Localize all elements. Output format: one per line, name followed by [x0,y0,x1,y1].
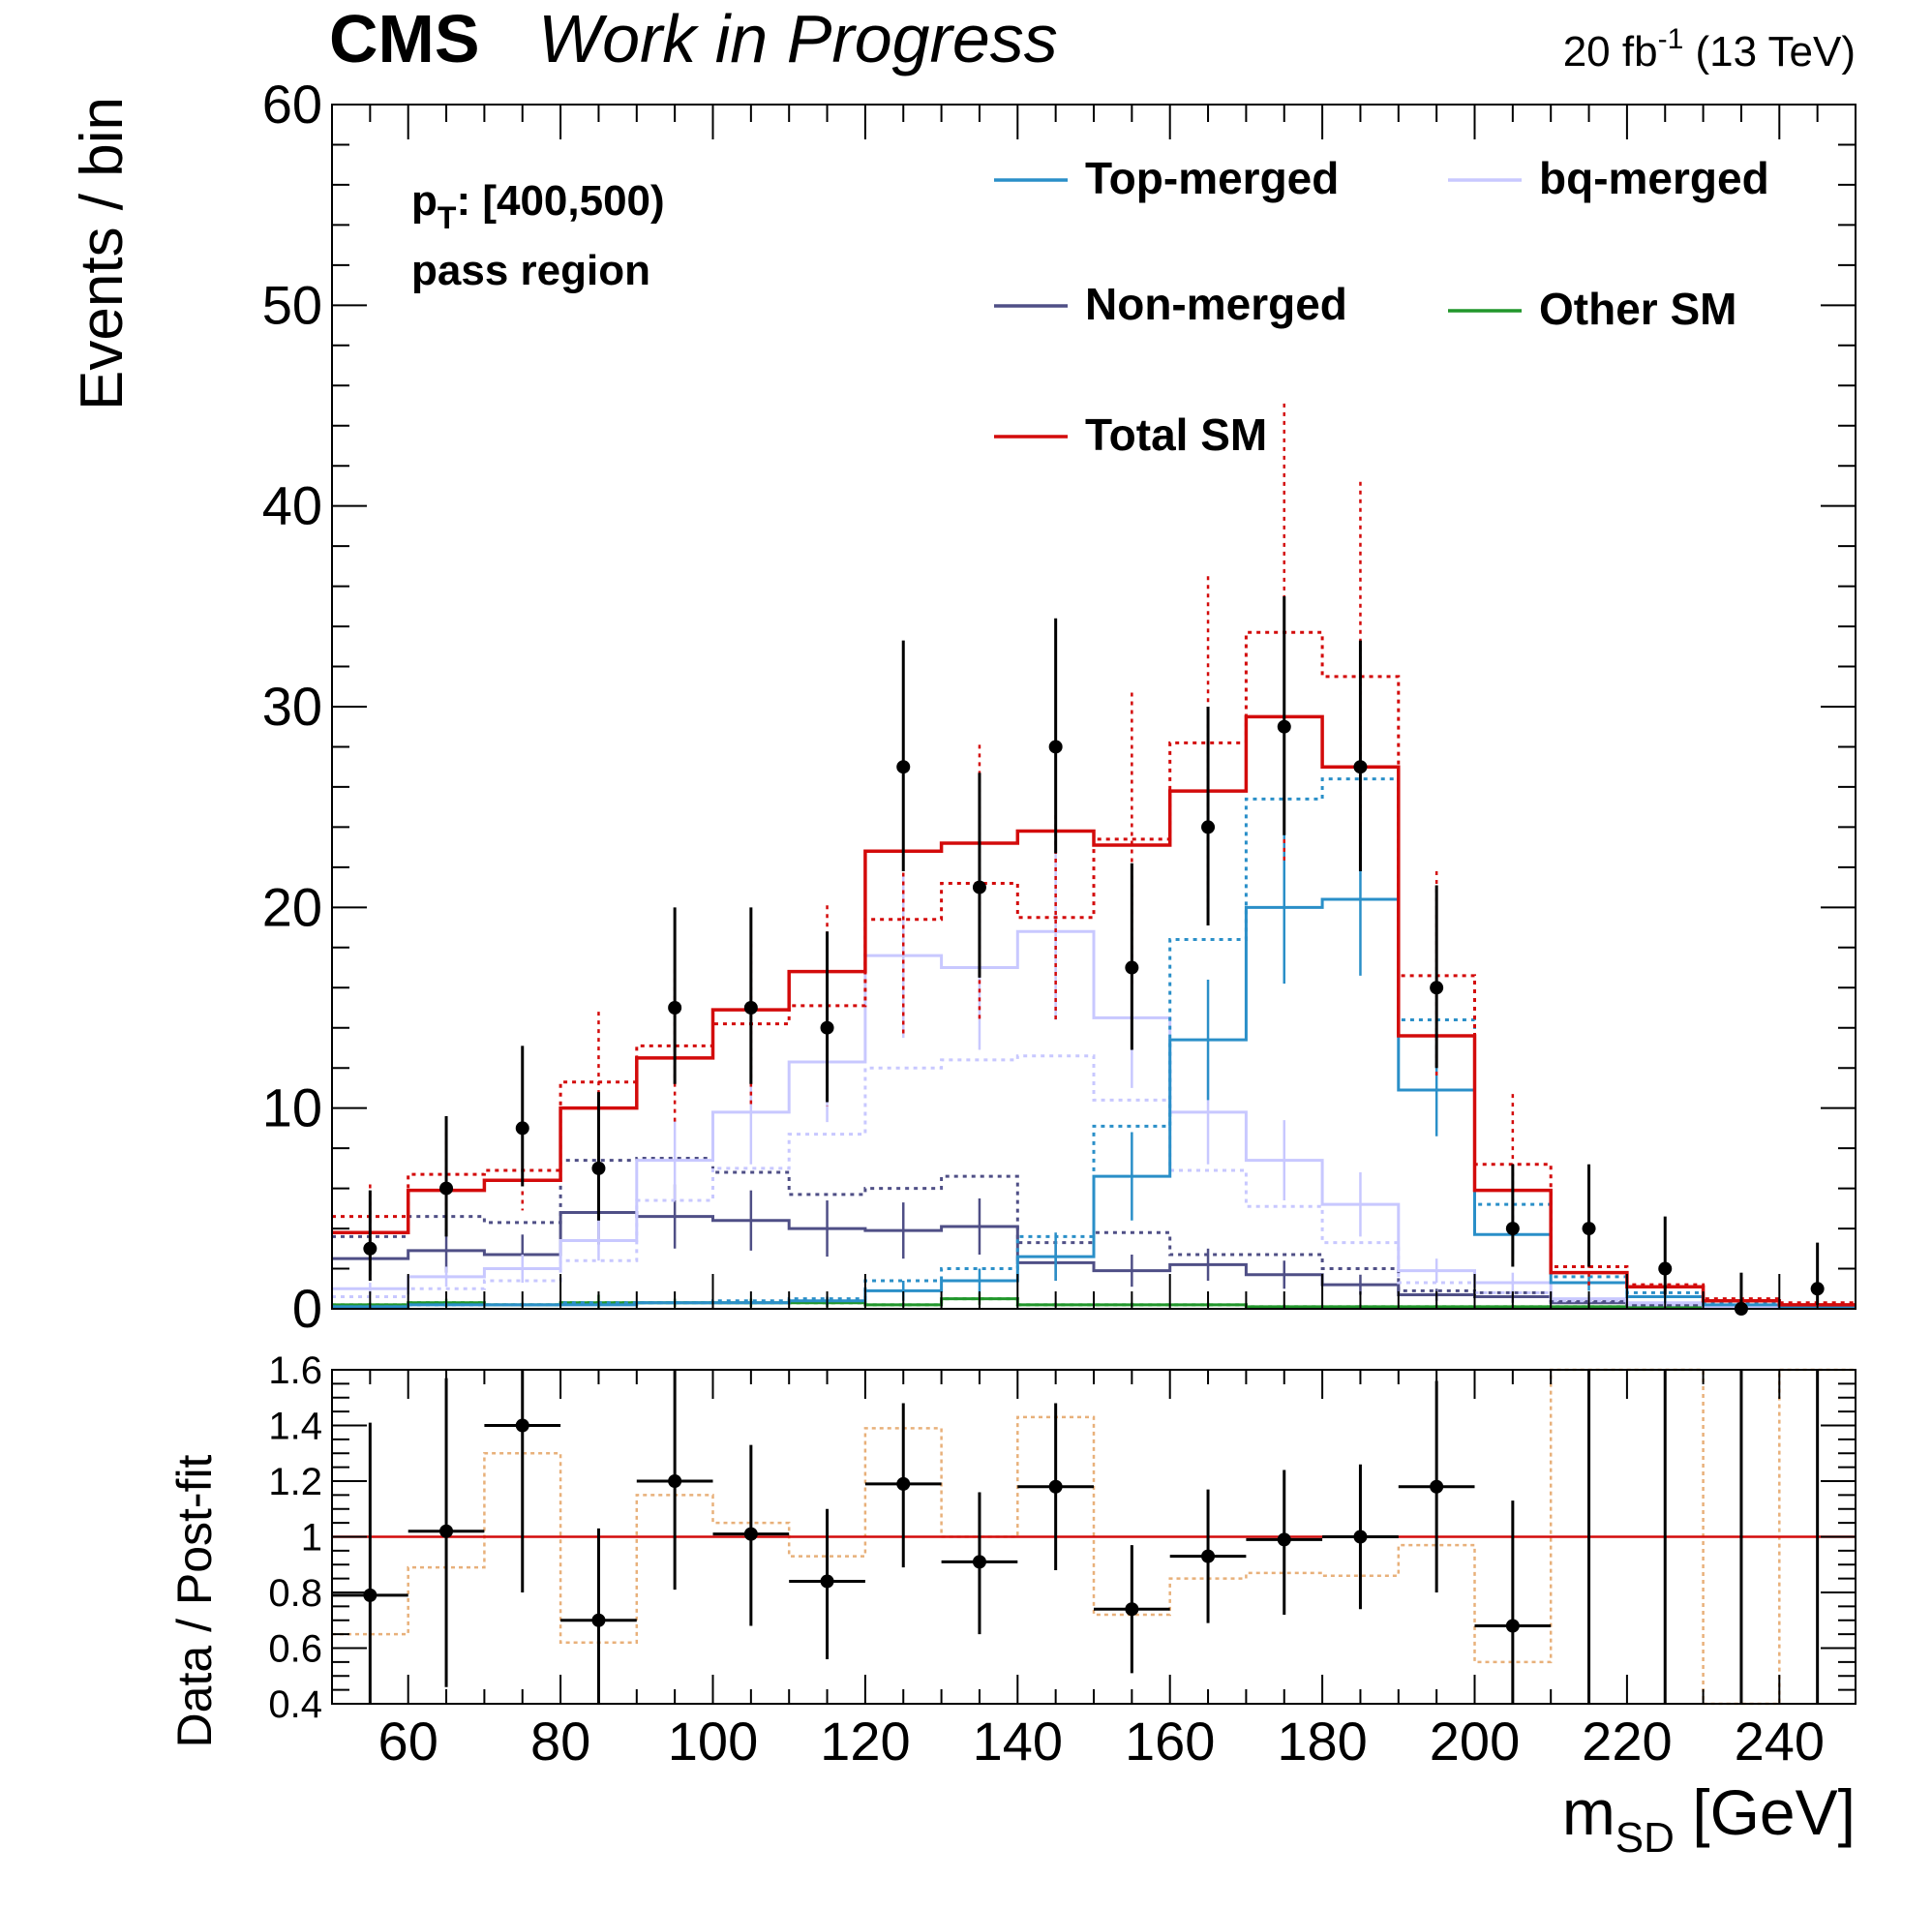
data-point [972,880,986,894]
ratio-point [591,1613,606,1627]
ratio-points [332,1370,1820,1704]
y-axis-label: Events / bin [69,97,136,410]
x-tick-label: 180 [1277,1711,1367,1772]
data-point [515,1121,529,1136]
pt-label: pT: [400,500) [411,177,665,235]
ratio-point [439,1524,454,1538]
y-tick-label: 60 [262,74,322,135]
data-point [1277,719,1291,734]
main-axes: 0 10 20 30 40 50 60 [262,74,1857,1339]
legend-nonmerged-label: Non-merged [1085,279,1347,329]
x-axis-label: mSD [GeV] [1562,1776,1856,1862]
ratio-point [1125,1602,1139,1617]
legend-bq-label: bq-merged [1539,153,1769,203]
data-point [1658,1261,1673,1276]
ratio-point [1505,1619,1520,1633]
x-tick-label: 220 [1582,1711,1672,1772]
x-tick-label: 240 [1735,1711,1825,1772]
data-point [820,1020,834,1035]
y-tick-label: 50 [262,274,322,335]
data-point [1353,760,1368,774]
lumi-label: 20 fb-1 (13 TeV) [1563,23,1856,76]
y-tick-label: 30 [262,676,322,737]
ratio-y-tick-label: 1 [301,1517,322,1560]
ratio-y-axis-label: Data / Post-fit [167,1454,222,1747]
x-tick-label: 100 [668,1711,758,1772]
ratio-point [1277,1532,1291,1547]
x-tick-label: 160 [1125,1711,1215,1772]
ratio-axes: 0.4 0.6 0.8 1 1.2 1.4 1.6 60 80 100 120 140 160 180 20… [268,1349,1857,1772]
data-point [1810,1282,1825,1296]
data-point [591,1161,606,1175]
ratio-y-tick-label: 1.4 [268,1406,322,1448]
ratio-point [515,1418,529,1433]
ratio-point [363,1588,377,1602]
x-tick-label: 200 [1430,1711,1520,1772]
y-tick-label: 20 [262,876,322,937]
y-tick-label: 40 [262,475,322,536]
ratio-y-tick-label: 0.6 [268,1628,322,1671]
legend-total-label: Total SM [1085,409,1267,460]
data-point [1505,1222,1520,1236]
x-tick-label: 140 [973,1711,1063,1772]
ratio-y-tick-label: 1.2 [268,1461,322,1503]
x-tick-label: 120 [820,1711,910,1772]
x-tick-label: 80 [530,1711,590,1772]
data-point [363,1241,377,1256]
legend-other-label: Other SM [1539,284,1736,334]
ratio-point [1430,1479,1444,1494]
ratio-point [743,1527,758,1541]
ratio-y-tick-label: 0.4 [268,1683,322,1726]
y-tick-label: 10 [262,1077,322,1138]
ratio-point [1353,1530,1368,1544]
ratio-point [972,1555,986,1569]
data-point [1430,981,1444,995]
ratio-point [820,1574,834,1589]
ratio-point [1201,1549,1216,1563]
ratio-y-tick-label: 1.6 [268,1349,322,1392]
data-point [896,760,911,774]
data-point [439,1181,454,1196]
prefit-ratio-line [332,1368,1856,1706]
legend-top-label: Top-merged [1085,153,1339,203]
data-point [1201,820,1216,834]
ratio-point [668,1474,682,1488]
data-point [1125,960,1139,975]
data-point [1582,1222,1596,1236]
ratio-panel: 0.4 0.6 0.8 1 1.2 1.4 1.6 60 80 100 120 140 160 180 20… [167,1349,1857,1862]
y-tick-label: 0 [292,1278,322,1339]
experiment-label: CMS [329,1,480,76]
main-panel: 0 10 20 30 40 50 60 Events / bin pT: [400,500)… [69,74,1857,1339]
ratio-prefit [332,1368,1856,1706]
data-point [668,1001,682,1015]
data-points [363,595,1825,1316]
status-label: Work in Progress [538,1,1058,76]
data-point [1048,740,1063,754]
main-histograms [332,403,1856,1309]
region-label: pass region [411,247,650,294]
ratio-point [896,1476,911,1491]
x-tick-label: 60 [378,1711,438,1772]
ratio-y-tick-label: 0.8 [268,1572,322,1615]
ratio-point [1048,1479,1063,1494]
legend: Top-merged bq-merged Non-merged Other SM Tot… [994,153,1769,460]
data-point [743,1001,758,1015]
